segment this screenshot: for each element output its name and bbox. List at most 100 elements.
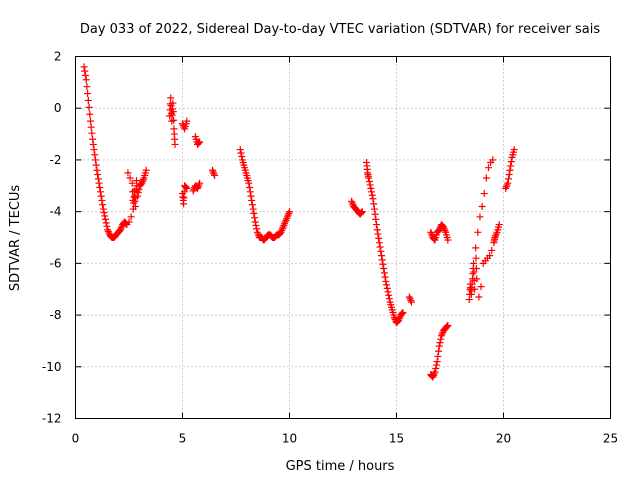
data-point: [85, 103, 93, 111]
data-point: [430, 235, 438, 243]
data-point: [477, 283, 485, 291]
data-point: [170, 116, 178, 124]
data-point: [182, 184, 190, 192]
data-point: [250, 209, 258, 217]
data-point: [281, 220, 289, 228]
data-point: [430, 370, 438, 378]
data-point: [369, 195, 377, 203]
data-point: [167, 94, 175, 102]
data-point: [390, 314, 398, 322]
chart-title: Day 033 of 2022, Sidereal Day-to-day VTE…: [80, 22, 600, 37]
data-point: [281, 218, 289, 226]
data-point: [358, 208, 366, 216]
y-tick-label: 2: [54, 50, 62, 64]
data-point: [375, 239, 383, 247]
data-point: [96, 184, 104, 192]
data-point: [470, 259, 478, 267]
data-point: [373, 226, 381, 234]
data-point: [441, 227, 449, 235]
data-point: [440, 225, 448, 233]
data-point: [503, 181, 511, 189]
data-point: [370, 205, 378, 213]
data-point: [104, 226, 112, 234]
data-point: [134, 192, 142, 200]
data-point: [357, 209, 365, 217]
data-point: [169, 108, 177, 116]
data-point: [380, 269, 388, 277]
data-point: [286, 208, 293, 216]
data-point: [378, 256, 386, 264]
data-point: [377, 247, 385, 255]
data-point: [94, 175, 102, 183]
plot-frame: [75, 56, 611, 419]
data-point: [84, 90, 92, 98]
data-point: [407, 296, 415, 304]
data-point: [507, 162, 515, 170]
data-point: [169, 99, 177, 107]
data-point: [280, 221, 288, 229]
data-point: [139, 176, 147, 184]
data-point: [429, 373, 437, 381]
data-point: [236, 146, 244, 154]
x-tick-label: 5: [179, 432, 187, 446]
data-point: [482, 174, 490, 182]
data-point: [358, 209, 366, 217]
data-point: [89, 135, 97, 143]
data-point: [211, 171, 219, 179]
data-point: [193, 184, 201, 192]
x-tick-label: 20: [496, 432, 511, 446]
data-point: [134, 189, 142, 197]
data-point: [395, 315, 403, 323]
data-point: [121, 219, 129, 227]
data-point: [383, 281, 391, 289]
y-tick-label: -2: [50, 153, 62, 167]
data-point: [471, 285, 479, 293]
data-point: [438, 330, 446, 338]
data-point: [102, 219, 110, 227]
data-point: [277, 228, 285, 236]
data-point: [381, 273, 389, 281]
data-point: [382, 277, 390, 285]
data-point: [502, 184, 510, 192]
y-tick-label: -8: [50, 308, 62, 322]
data-point: [86, 110, 94, 118]
data-point: [98, 196, 106, 204]
data-point: [384, 288, 392, 296]
data-point: [99, 205, 107, 213]
data-point: [195, 181, 203, 189]
data-point: [368, 191, 376, 199]
data-point: [488, 246, 496, 254]
data-point: [87, 123, 95, 131]
data-point: [208, 166, 216, 174]
y-tick-label: -4: [50, 205, 62, 219]
data-point: [139, 177, 147, 185]
data-point: [431, 368, 439, 376]
data-point: [368, 188, 376, 196]
data-point: [104, 227, 112, 235]
data-point: [380, 265, 388, 273]
data-point: [395, 316, 403, 324]
data-point: [253, 225, 261, 233]
data-point: [373, 221, 381, 229]
data-point: [385, 291, 393, 299]
data-point: [196, 138, 204, 146]
data-point: [432, 361, 440, 369]
data-point: [251, 214, 259, 222]
data-point: [88, 129, 96, 137]
data-point: [283, 213, 291, 221]
data-point: [130, 193, 138, 201]
data-point: [378, 252, 386, 260]
data-point: [491, 234, 499, 241]
data-point: [507, 158, 515, 166]
data-point: [279, 223, 287, 231]
x-tick-labels: 0 5 10 15 20 25: [72, 432, 618, 446]
data-point: [476, 213, 484, 221]
data-point: [399, 308, 407, 316]
data-point: [183, 184, 191, 192]
data-point: [432, 365, 440, 373]
data-point: [366, 181, 374, 189]
data-point: [142, 166, 150, 174]
x-tick-label: 25: [603, 432, 618, 446]
data-point: [405, 293, 413, 301]
data-point: [209, 168, 217, 176]
